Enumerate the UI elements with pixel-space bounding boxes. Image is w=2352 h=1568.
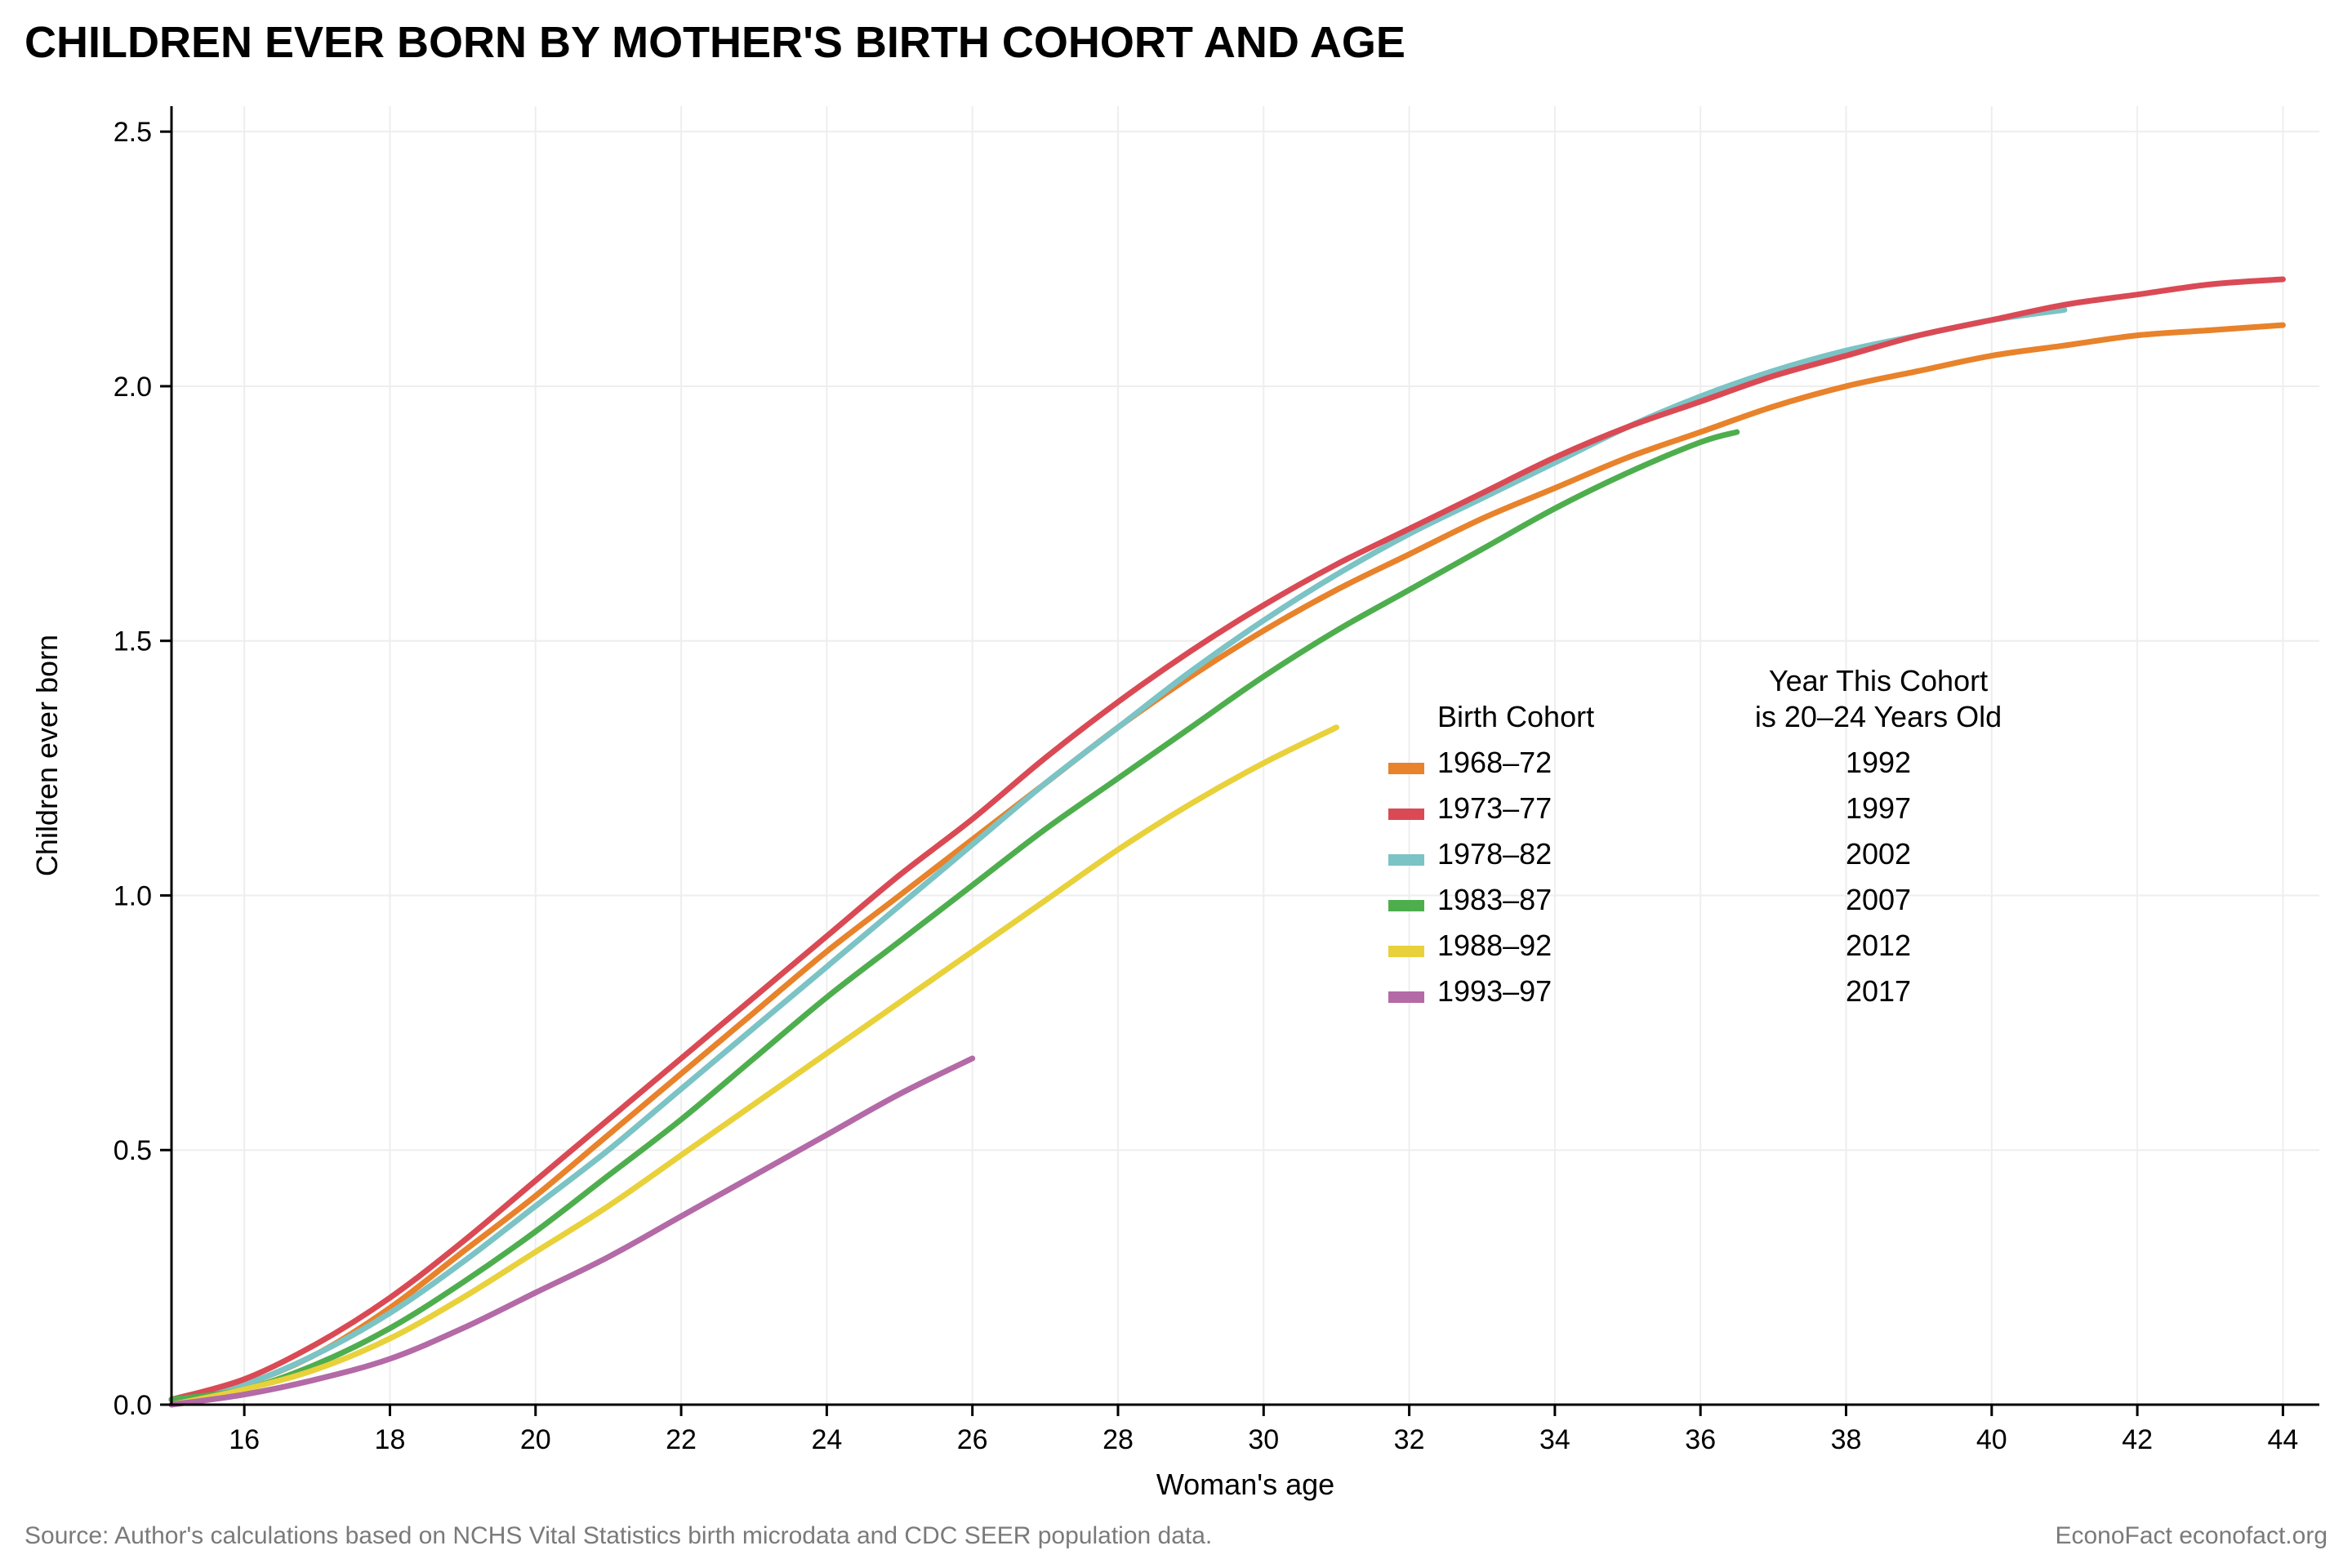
footer-attribution: EconoFact econofact.org bbox=[2055, 1522, 2328, 1549]
legend-series-label: 1983–87 bbox=[1437, 883, 1552, 916]
x-tick-label: 20 bbox=[520, 1424, 551, 1455]
legend-series-year: 2017 bbox=[1846, 974, 1911, 1008]
x-tick-label: 40 bbox=[1976, 1424, 2007, 1455]
legend-swatch bbox=[1388, 991, 1424, 1003]
legend-header-left: Birth Cohort bbox=[1437, 700, 1594, 733]
series-group bbox=[172, 279, 2283, 1405]
x-tick-label: 24 bbox=[811, 1424, 842, 1455]
legend-series-label: 1968–72 bbox=[1437, 746, 1552, 779]
x-tick-label: 16 bbox=[229, 1424, 260, 1455]
y-tick-label: 1.5 bbox=[114, 626, 152, 657]
x-tick-label: 36 bbox=[1685, 1424, 1716, 1455]
x-tick-label: 38 bbox=[1831, 1424, 1862, 1455]
legend-series-label: 1973–77 bbox=[1437, 791, 1552, 825]
legend-series-label: 1993–97 bbox=[1437, 974, 1552, 1008]
legend-series-year: 2007 bbox=[1846, 883, 1911, 916]
legend-header-right-l2: is 20–24 Years Old bbox=[1755, 700, 2002, 733]
legend-series-year: 1992 bbox=[1846, 746, 1911, 779]
x-tick-label: 28 bbox=[1102, 1424, 1134, 1455]
x-tick-label: 22 bbox=[666, 1424, 697, 1455]
y-axis-label: Children ever born bbox=[30, 635, 64, 876]
legend-swatch bbox=[1388, 946, 1424, 957]
legend-series-label: 1988–92 bbox=[1437, 929, 1552, 962]
legend-series-year: 2012 bbox=[1846, 929, 1911, 962]
legend-series-label: 1978–82 bbox=[1437, 837, 1552, 871]
series-line bbox=[172, 325, 2283, 1400]
y-tick-label: 2.0 bbox=[114, 372, 152, 403]
chart-svg: CHILDREN EVER BORN BY MOTHER'S BIRTH COH… bbox=[0, 0, 2352, 1568]
x-tick-label: 42 bbox=[2122, 1424, 2153, 1455]
chart-container: CHILDREN EVER BORN BY MOTHER'S BIRTH COH… bbox=[0, 0, 2352, 1568]
footer-source: Source: Author's calculations based on N… bbox=[24, 1522, 1212, 1549]
x-tick-label: 34 bbox=[1539, 1424, 1570, 1455]
legend-header-right-l1: Year This Cohort bbox=[1769, 664, 1988, 697]
x-tick-label: 30 bbox=[1248, 1424, 1279, 1455]
x-tick-label: 32 bbox=[1394, 1424, 1425, 1455]
y-tick-label: 2.5 bbox=[114, 117, 152, 148]
x-tick-label: 26 bbox=[957, 1424, 988, 1455]
series-line bbox=[172, 728, 1336, 1405]
y-tick-label: 1.0 bbox=[114, 880, 152, 911]
gridlines bbox=[172, 106, 2319, 1405]
legend-swatch bbox=[1388, 854, 1424, 866]
legend-swatch bbox=[1388, 808, 1424, 820]
x-tick-label: 18 bbox=[375, 1424, 406, 1455]
legend-series-year: 2002 bbox=[1846, 837, 1911, 871]
legend-swatch bbox=[1388, 900, 1424, 911]
chart-title: CHILDREN EVER BORN BY MOTHER'S BIRTH COH… bbox=[24, 18, 1405, 67]
x-tick-label: 44 bbox=[2268, 1424, 2299, 1455]
y-tick-label: 0.5 bbox=[114, 1135, 152, 1166]
legend-swatch bbox=[1388, 763, 1424, 774]
legend: Birth Cohort Year This Cohortis 20–24 Yea… bbox=[1388, 664, 2002, 1008]
x-axis-label: Woman's age bbox=[1156, 1468, 1334, 1501]
legend-series-year: 1997 bbox=[1846, 791, 1911, 825]
y-tick-label: 0.0 bbox=[114, 1390, 152, 1421]
